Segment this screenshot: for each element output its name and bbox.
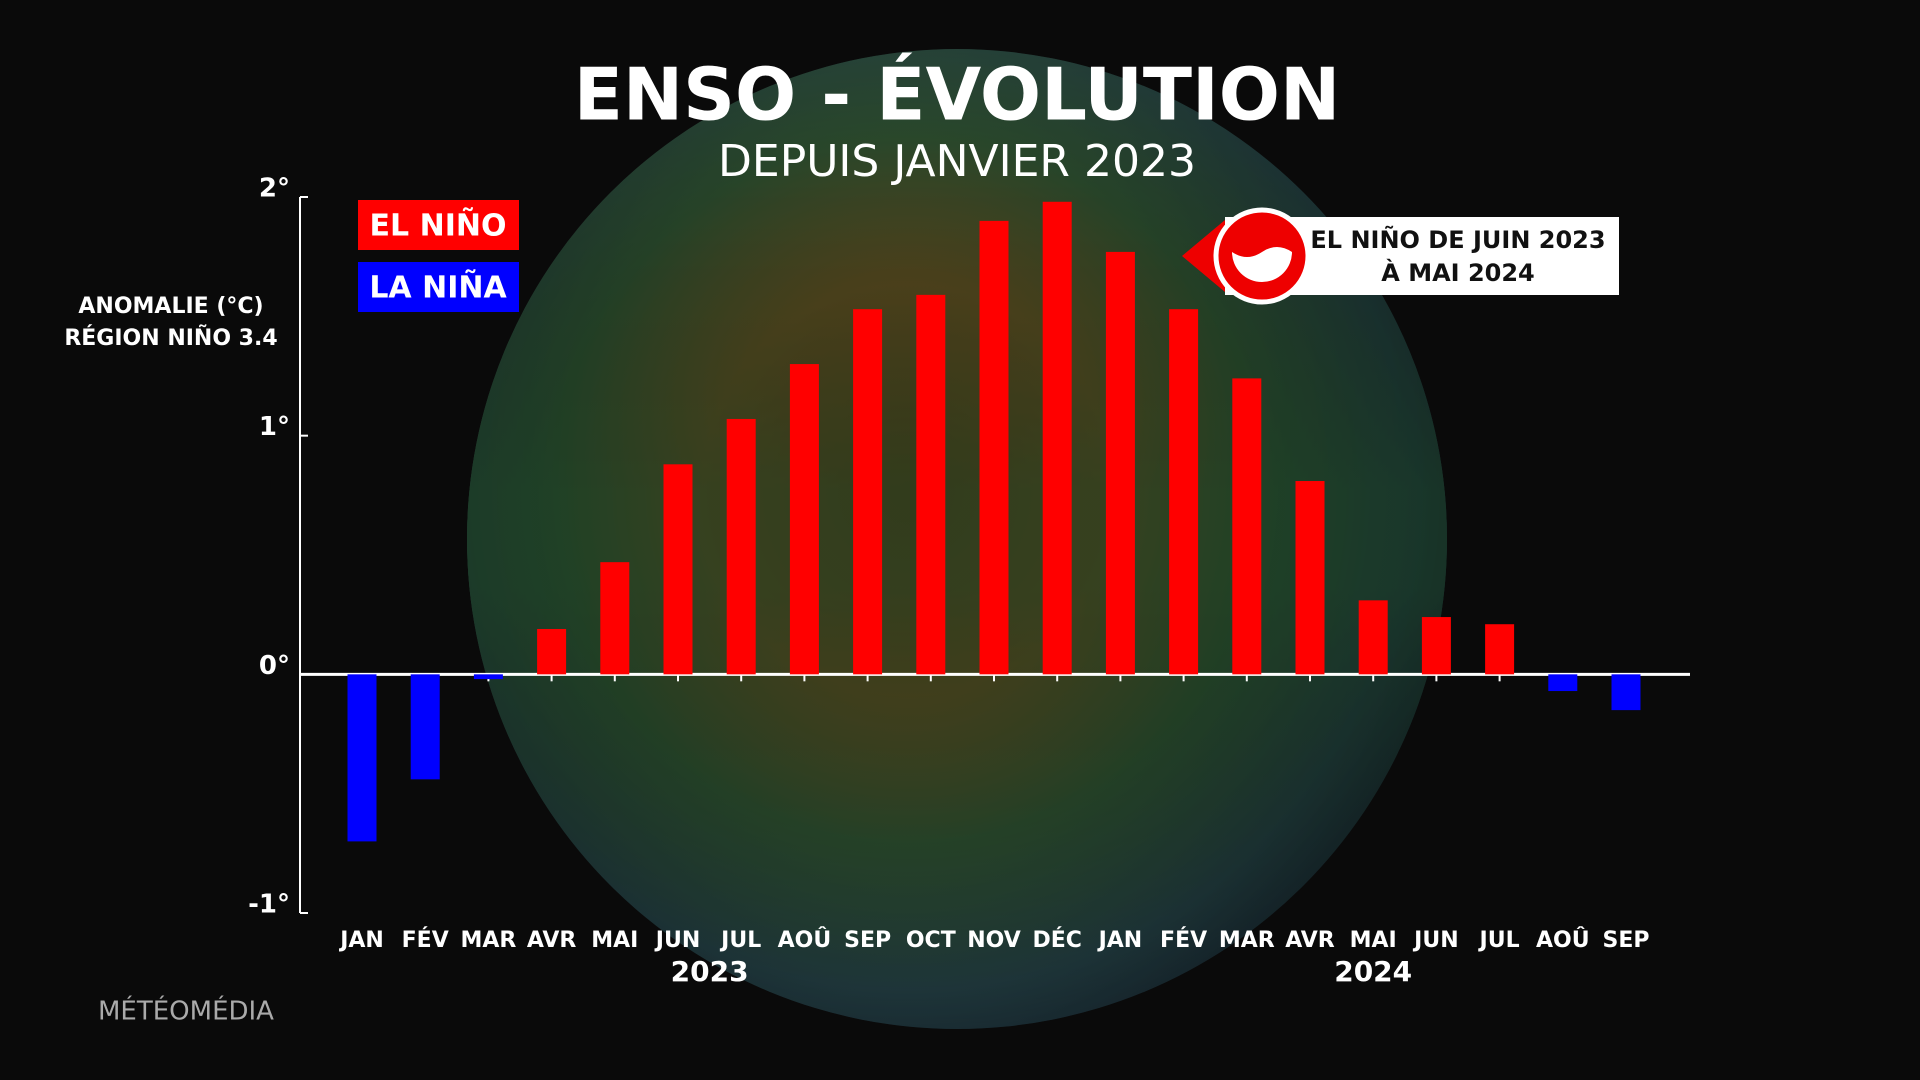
x-tick-label: FÉV xyxy=(1160,927,1207,953)
x-tick-label: JAN xyxy=(338,928,384,953)
bar xyxy=(789,364,819,675)
legend-swatch xyxy=(358,200,519,250)
legend-label: LA NIÑA xyxy=(369,269,507,306)
bar xyxy=(410,674,440,780)
x-tick-label: JUL xyxy=(719,928,761,953)
y-axis-label: ANOMALIE (°C) xyxy=(78,294,263,319)
x-tick-label: MAR xyxy=(460,928,516,953)
x-tick-label: JUN xyxy=(1412,928,1458,953)
bar xyxy=(1358,600,1388,675)
annotation-text: EL NIÑO DE JUIN 2023 xyxy=(1310,225,1605,254)
brand: MÉTÉOMÉDIA xyxy=(98,995,274,1027)
bar xyxy=(1105,251,1135,675)
bar xyxy=(663,464,693,675)
y-tick-label: 0° xyxy=(259,651,290,681)
bar xyxy=(1169,309,1199,675)
globe-band xyxy=(467,49,1447,1029)
bar xyxy=(1485,624,1515,675)
annotation-text: À MAI 2024 xyxy=(1381,258,1534,287)
x-tick-label: JUL xyxy=(1478,928,1520,953)
bar xyxy=(726,418,756,675)
x-tick-label: MAI xyxy=(591,928,638,953)
bar xyxy=(1421,617,1451,675)
bar xyxy=(473,674,503,680)
bar xyxy=(1548,674,1578,692)
globe-shade xyxy=(467,49,1447,1029)
x-tick-label: NOV xyxy=(967,928,1021,953)
bar xyxy=(600,562,630,675)
y-tick-label: -1° xyxy=(248,890,290,920)
x-tick-label: FÉV xyxy=(402,927,449,953)
bar xyxy=(1611,674,1641,711)
legend-label: EL NIÑO xyxy=(370,207,507,244)
title: ENSO - ÉVOLUTION xyxy=(574,53,1341,137)
y-tick-label: 2° xyxy=(259,174,290,204)
x-tick-label: DÉC xyxy=(1032,927,1081,953)
x-tick-label: JAN xyxy=(1097,928,1143,953)
x-tick-label: AOÛ xyxy=(1536,927,1590,953)
subtitle: DEPUIS JANVIER 2023 xyxy=(718,136,1196,187)
bar xyxy=(853,309,883,675)
x-tick-label: SEP xyxy=(844,928,891,953)
x-tick-label: AVR xyxy=(527,928,577,953)
y-tick-label: 1° xyxy=(259,412,290,442)
x-tick-label: MAR xyxy=(1219,928,1275,953)
year-label: 2023 xyxy=(671,955,749,988)
x-tick-label: OCT xyxy=(906,928,956,953)
bar xyxy=(1042,201,1072,675)
legend-swatch xyxy=(358,262,519,312)
x-tick-label: MAI xyxy=(1350,928,1397,953)
bar xyxy=(1295,481,1325,675)
bar xyxy=(537,628,567,675)
y-axis-label: RÉGION NIÑO 3.4 xyxy=(64,325,277,351)
annotation-pointer xyxy=(1182,220,1225,292)
bar xyxy=(916,294,946,675)
x-tick-label: SEP xyxy=(1603,928,1650,953)
x-tick-label: JUN xyxy=(654,928,700,953)
bar xyxy=(979,220,1009,675)
year-label: 2024 xyxy=(1334,955,1412,988)
bar xyxy=(347,674,377,842)
bar xyxy=(1232,378,1262,675)
annotation-wave xyxy=(1232,247,1292,282)
x-tick-label: AVR xyxy=(1285,928,1335,953)
x-tick-label: AOÛ xyxy=(778,927,832,953)
